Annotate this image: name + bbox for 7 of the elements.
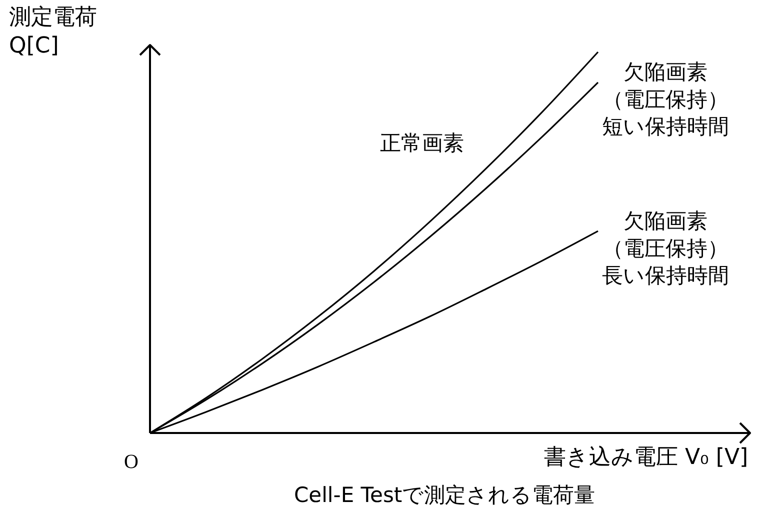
- y-axis-title: 測定電荷 Q[C]: [9, 5, 97, 59]
- text: O: [124, 451, 138, 473]
- x-axis-title: 書き込み電圧 V₀ [V]: [544, 445, 748, 470]
- text: Cell-E Testで測定される電荷量: [294, 483, 596, 507]
- series-label: 欠陥画素（電圧保持）長い保持時間: [602, 209, 729, 288]
- series-label: 正常画素: [380, 131, 464, 155]
- series-label: 欠陥画素（電圧保持）短い保持時間: [602, 60, 729, 139]
